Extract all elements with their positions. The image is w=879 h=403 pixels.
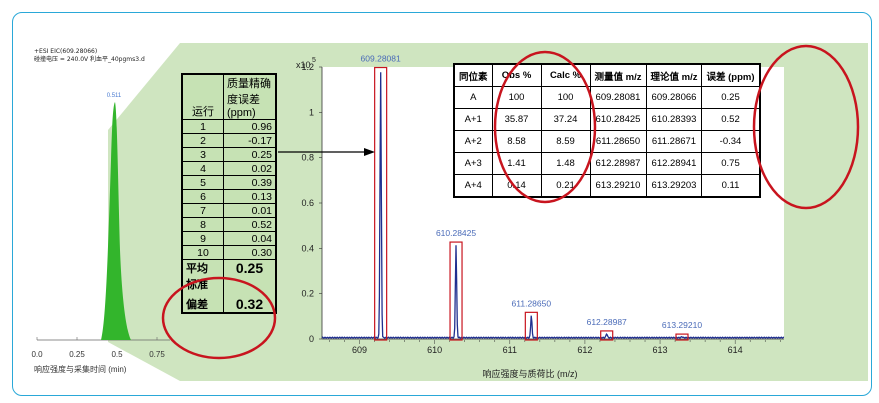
eic-xtick-label-0: 0.0 <box>31 350 43 359</box>
peak-highlight-box <box>449 241 463 341</box>
run-row: 10 0.30 <box>181 245 277 260</box>
eic-xtick-label-3: 0.75 <box>149 350 165 359</box>
x-tick-label: 613 <box>653 345 668 355</box>
isotope-cell: 0.14 <box>491 174 542 198</box>
sd-value: 0.32 <box>223 276 277 314</box>
isotope-table: 同位素 Obs % Calc % 测量值 m/z 理论值 m/z 误差 (ppm) A 10… <box>453 63 761 198</box>
spectrum-trace <box>321 72 785 339</box>
run-row: 3 0.25 <box>181 147 277 162</box>
x-tick-label: 611 <box>503 345 517 355</box>
peak-highlight-box <box>600 330 614 341</box>
run-error: 0.52 <box>223 217 277 232</box>
peak-highlight-box <box>524 311 538 341</box>
run-row: 6 0.13 <box>181 189 277 204</box>
eic-header-line-2: 碰撞电压 = 240.0V 利血平_40pgms3.d <box>34 56 145 63</box>
run-header: 运行 <box>181 73 224 120</box>
isotope-cell: 612.28987 <box>589 152 647 175</box>
isotope-cell: 612.28941 <box>645 152 703 175</box>
peak-label: 611.28650 <box>512 298 552 308</box>
error-header: 质量精确度误差(ppm) <box>223 73 277 120</box>
eic-xtick-label-2: 0.5 <box>111 350 123 359</box>
spectrum-xlabel: 响应强度与质荷比 (m/z) <box>483 368 578 379</box>
isotope-cell: 613.29203 <box>645 174 703 198</box>
sd-label-2: 偏差 <box>186 299 208 311</box>
isotope-row: A+2 8.58 8.59 611.28650 611.28671 -0.34 <box>453 130 761 153</box>
sd-row: 标准 偏差 0.32 <box>181 276 277 314</box>
y-exponent: 5 <box>312 57 316 64</box>
error-column-highlight-ellipse <box>752 44 860 210</box>
y-tick-label: 1.2 <box>301 62 314 72</box>
x-tick-label: 612 <box>577 345 592 355</box>
y-tick-label: 0.4 <box>301 243 314 253</box>
mean-row: 平均 0.25 <box>181 259 277 276</box>
run-table-header: 运行 质量精确度误差(ppm) <box>181 73 277 120</box>
isotope-col-header: 理论值 m/z <box>645 63 703 87</box>
eic-peak-label: 0.511 <box>107 93 122 99</box>
run-error: 0.96 <box>223 119 277 134</box>
isotope-row: A+3 1.41 1.48 612.28987 612.28941 0.75 <box>453 152 761 175</box>
x-tick-label: 609 <box>352 345 367 355</box>
y-tick-label: 0.8 <box>301 153 314 163</box>
peak-label: 610.28425 <box>436 228 476 238</box>
spectrum-axes: 0 0.2 0.4 0.6 0.8 1 1.2 609 610 611 612 613 614 <box>301 62 784 355</box>
run-error: 0.02 <box>223 161 277 176</box>
eic-peak <box>101 102 131 340</box>
sd-label: 标准 偏差 <box>181 276 224 314</box>
run-row: 9 0.04 <box>181 231 277 246</box>
mean-value: 0.25 <box>223 259 277 276</box>
x-tick-label: 614 <box>728 345 743 355</box>
summary-highlight-ellipse <box>161 276 277 360</box>
y-multiplier: x10 <box>296 60 311 70</box>
run-row: 2 -0.17 <box>181 133 277 148</box>
peak-label: 609.28081 <box>361 54 401 64</box>
run-row: 4 0.02 <box>181 161 277 176</box>
peak-highlight-box <box>675 333 689 341</box>
run-row: 1 0.96 <box>181 119 277 134</box>
run-error: 0.30 <box>223 245 277 260</box>
run-error: -0.17 <box>223 133 277 148</box>
peak-label: 613.29210 <box>662 320 702 330</box>
run-row: 8 0.52 <box>181 217 277 232</box>
y-tick-label: 0.2 <box>301 289 314 299</box>
eic-header-line-1: +ESI EIC(609.28066) <box>34 48 98 55</box>
isotope-row: A+4 0.14 0.21 613.29210 613.29203 0.11 <box>453 174 761 198</box>
isotope-cell: 613.29210 <box>589 174 647 198</box>
eic-xlabel: 响应强度与采集时间 (min) <box>34 364 127 374</box>
isotope-cell: 1.48 <box>540 152 591 175</box>
x-tick-label: 610 <box>427 345 442 355</box>
percent-columns-highlight-ellipse <box>493 50 597 204</box>
run-row: 7 0.01 <box>181 203 277 218</box>
isotope-cell: 0.11 <box>701 174 761 198</box>
y-tick-label: 0.6 <box>301 198 314 208</box>
arrow-icon <box>364 148 375 156</box>
y-tick-label: 0 <box>309 334 314 344</box>
isotope-cell: A+3 <box>453 152 493 175</box>
mean-label: 平均 <box>181 259 224 276</box>
y-tick-label: 1 <box>309 107 314 117</box>
isotope-cell: A+4 <box>453 174 493 198</box>
eic-xtick-label-1: 0.25 <box>69 350 85 359</box>
peak-highlight-box <box>374 66 388 341</box>
peak-label: 612.28987 <box>587 317 627 327</box>
run-precision-table: 运行 质量精确度误差(ppm) 1 0.96 2 -0.17 3 0.25 4 0.02 5 0.… <box>181 73 277 314</box>
